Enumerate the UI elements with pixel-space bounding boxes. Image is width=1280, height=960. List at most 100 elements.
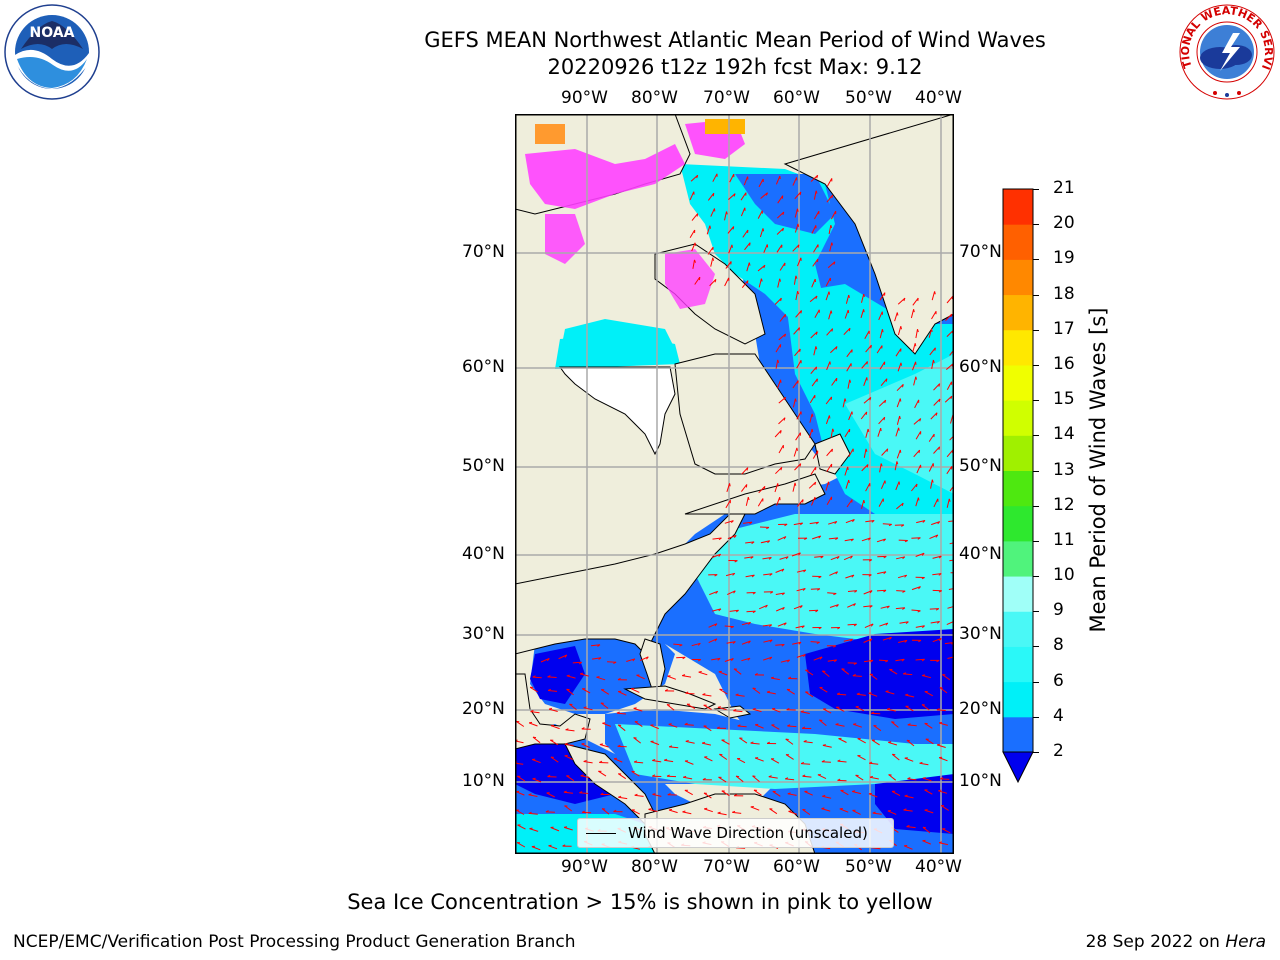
wind-arrow xyxy=(668,723,678,728)
wind-arrow xyxy=(879,463,882,473)
wind-arrow-head xyxy=(752,775,756,777)
wind-arrow xyxy=(924,789,933,795)
wind-arrow xyxy=(752,687,761,694)
wind-arrow-head xyxy=(917,497,920,501)
wind-arrow-head xyxy=(581,810,586,813)
cuba xyxy=(623,685,717,710)
wind-arrow-head xyxy=(950,395,953,400)
wind-arrow-head xyxy=(834,521,838,525)
wind-arrow-head xyxy=(528,811,532,814)
wind-arrow xyxy=(847,379,851,389)
wind-arrow xyxy=(803,741,813,744)
wind-arrow xyxy=(946,295,954,304)
wind-arrow xyxy=(852,809,861,815)
wind-arrow xyxy=(861,537,871,542)
wind-arrow-head xyxy=(652,774,656,777)
wind-arrow-head xyxy=(913,309,915,313)
wind-arrow xyxy=(861,361,868,369)
wind-arrow xyxy=(863,397,872,404)
wind-arrow xyxy=(946,381,953,390)
wind-arrow xyxy=(915,497,919,507)
wind-arrow-head xyxy=(765,604,768,608)
wind-arrow-head xyxy=(714,623,718,627)
wind-arrow xyxy=(879,292,886,301)
lat-label-left: 30°N xyxy=(462,624,505,644)
wind-arrow-head xyxy=(883,538,886,542)
wind-arrow xyxy=(931,359,934,369)
wind-arrow xyxy=(911,537,921,539)
wind-arrow-head xyxy=(938,383,941,387)
wind-arrow-head xyxy=(885,690,889,692)
wind-arrow xyxy=(905,705,914,712)
wind-arrow-head xyxy=(735,693,739,696)
wind-arrow-head xyxy=(780,297,782,302)
wind-arrow-head xyxy=(883,417,886,421)
wind-arrow xyxy=(709,590,718,596)
wind-arrow xyxy=(828,537,838,540)
wind-arrow xyxy=(814,555,824,558)
wind-arrow xyxy=(865,344,872,353)
wind-arrow-head xyxy=(566,674,570,677)
wind-arrow xyxy=(760,540,770,544)
wind-arrow xyxy=(719,688,728,695)
wind-arrow-head xyxy=(934,291,936,295)
wind-arrow-head xyxy=(712,257,715,261)
wind-arrow xyxy=(691,642,701,647)
wind-arrow-head xyxy=(767,540,771,544)
wind-arrow xyxy=(745,541,755,544)
wind-arrow xyxy=(667,675,677,680)
lon-label-top: 40°W xyxy=(915,88,962,108)
wind-arrow xyxy=(913,418,922,425)
wind-arrow xyxy=(910,309,915,319)
wind-arrow-head xyxy=(906,739,910,742)
wind-arrow xyxy=(931,521,940,526)
wind-arrow-head xyxy=(679,644,683,647)
wind-arrow xyxy=(754,757,764,762)
wind-arrow-head xyxy=(702,693,706,696)
lon-label-top: 80°W xyxy=(631,88,678,108)
wind-arrow-head xyxy=(664,689,668,692)
wind-arrow xyxy=(835,724,845,727)
wind-arrow-head xyxy=(532,675,536,678)
wind-arrow xyxy=(726,483,731,493)
wind-arrow-head xyxy=(830,396,833,400)
wind-arrow-head xyxy=(906,824,910,828)
wind-arrow xyxy=(692,259,695,269)
wind-arrow xyxy=(745,496,749,506)
wind-arrow xyxy=(724,520,734,524)
wind-arrow xyxy=(753,789,762,796)
wind-arrow-head xyxy=(896,461,899,465)
wind-arrow-head xyxy=(937,521,941,525)
wind-arrow xyxy=(826,496,833,505)
wind-arrow-head xyxy=(750,741,754,744)
wind-arrow-head xyxy=(532,736,537,739)
wind-arrow xyxy=(583,707,593,711)
wind-arrow xyxy=(515,809,525,815)
wind-arrow-head xyxy=(818,627,822,630)
wind-arrow xyxy=(726,590,736,596)
wind-arrow xyxy=(532,676,542,679)
legend-label: Wind Wave Direction (unscaled) xyxy=(628,824,868,842)
wind-arrow-head xyxy=(696,213,699,217)
wind-arrow-head xyxy=(684,722,688,725)
wind-arrow-head xyxy=(835,537,839,541)
wind-arrow-head xyxy=(835,346,838,350)
wind-arrow-head xyxy=(917,610,921,613)
wind-arrow-head xyxy=(935,534,939,538)
wind-arrow-head xyxy=(579,791,583,794)
wind-arrow-head xyxy=(733,793,738,797)
wind-arrow xyxy=(682,675,692,678)
wind-arrow xyxy=(876,589,887,592)
lat-label-left: 40°N xyxy=(462,544,505,564)
wind-arrow xyxy=(813,210,820,220)
wind-arrow xyxy=(826,194,833,203)
wind-arrow-head xyxy=(730,626,734,629)
wind-arrow xyxy=(733,710,743,713)
ocean-light-region-north xyxy=(845,354,954,494)
lat-label-right: 70°N xyxy=(959,242,1002,262)
wind-arrow-head xyxy=(833,261,836,265)
wind-arrow-head xyxy=(869,775,874,778)
wind-arrow-head xyxy=(800,761,805,765)
wind-arrow-head xyxy=(917,329,919,333)
wind-arrow xyxy=(703,792,712,799)
